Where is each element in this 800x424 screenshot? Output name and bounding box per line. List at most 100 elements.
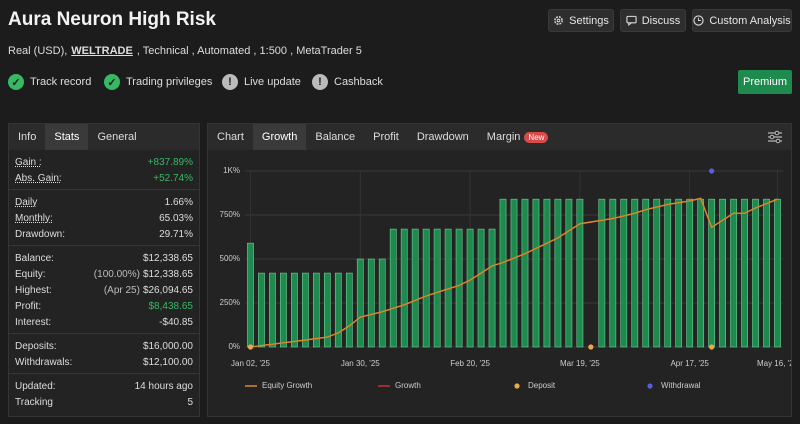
chart-tab[interactable]: Balance [306,124,364,150]
bar [466,228,474,348]
bar [258,272,265,348]
badge: ! Cashback [312,72,383,92]
bar [312,272,320,348]
stats-tab[interactable]: Stats [45,124,89,150]
chart-settings-icon[interactable] [767,129,783,145]
bar [532,198,540,348]
stat-value: $12,338.65 [142,252,193,264]
bar [356,258,364,348]
bar [488,228,496,348]
bar [477,228,485,348]
bar [334,272,342,348]
bar [763,198,770,348]
stats-panel: Info Stats General Gain : +837.89% Abs. Gain… [8,123,200,417]
badge: ✓ Track record [8,72,91,92]
bar [323,272,331,348]
stat-row: Deposits: $16,000.00 [15,338,193,354]
series-dot [709,168,715,174]
stat-row: Equity: (100.00%) $12,338.65 [15,266,193,282]
stat-row: Interest: -$40.85 [15,314,193,330]
bar [433,228,441,348]
stat-row: Gain : +837.89% [15,154,193,170]
broker-link[interactable]: WELTRADE [71,45,133,57]
chart-tab[interactable]: Chart [208,124,253,150]
alert-icon: ! [312,74,328,90]
analysis-button[interactable]: Custom Analysis [692,9,792,32]
alert-icon: ! [222,74,238,90]
bar [521,198,529,348]
tab-label: Drawdown [416,131,469,143]
new-badge: New [524,131,549,143]
bar [411,228,419,348]
premium-button[interactable]: Premium [738,70,792,94]
stat-row: Withdrawals: $12,100.00 [15,354,193,370]
stat-label: Drawdown: [15,228,66,240]
chart-tab[interactable]: Growth [252,124,307,150]
stat-row: Tracking 5 [15,394,193,410]
badge-label: Track record [30,76,92,88]
chart-panel: Chart Growth Balance Profit Drawdown Margin Ne… [207,123,792,417]
bar [269,272,276,348]
chart-tab[interactable]: Drawdown [408,124,478,150]
tab-label: Balance [315,131,356,143]
chat-icon [626,15,637,26]
bar [554,198,562,348]
stats-tab[interactable]: General [97,131,137,143]
stat-label: Abs. Gain: [15,172,62,184]
stat-label: Gain : [15,156,42,168]
stat-row: Daily 1.66% [15,194,193,210]
badge-label: Cashback [334,76,383,88]
stat-row: Highest: (Apr 25) $26,094.65 [15,282,193,298]
stat-value: 65.03% [159,212,193,224]
stat-label: Updated: [15,380,56,392]
bar [609,198,617,348]
bar [422,228,430,348]
badge-label: Trading privileges [126,76,213,88]
settings-button[interactable]: Settings [548,9,614,32]
button-label: Discuss [641,14,681,27]
bar [752,198,759,348]
chart-tab[interactable]: Profit [364,124,408,150]
bar [631,198,639,348]
stat-label: Withdrawals: [15,356,73,368]
stat-value: $26,094.65 [142,284,193,296]
bar [543,198,551,348]
bar [741,198,748,348]
discuss-button[interactable]: Discuss [620,9,686,32]
growth-chart: 0% 250% 500% 750% 1K% Jan 02, '25 Jan 30, '25 F… [220,166,791,390]
bar [280,272,287,348]
stat-value: 29.71% [159,228,193,240]
stat-row: Abs. Gain: +52.74% [15,170,193,186]
button-label: Settings [569,14,609,27]
bar [247,242,254,348]
bar [291,272,298,348]
y-tick-label: 250% [220,298,240,307]
series-dot [247,344,254,350]
chart-tab[interactable]: Margin New [478,124,558,150]
stat-row: Updated: 14 hours ago [15,378,193,394]
bar [302,272,309,348]
series-dot [709,344,715,350]
y-tick-label: 750% [220,210,240,219]
stat-value: +837.89% [147,156,193,168]
check-icon: ✓ [104,74,120,90]
stat-label: Tracking [15,396,53,408]
x-tick-label: Apr 17, '25 [670,359,709,368]
stat-label: Profit: [15,300,42,312]
stat-label: Highest: [15,284,52,296]
gear-icon [554,16,564,25]
stat-value: $12,100.00 [142,356,193,368]
bar [400,228,408,348]
x-tick-label: Feb 20, '25 [450,359,490,368]
y-tick-label: 500% [220,254,240,263]
tab-label: Growth [261,131,298,143]
bar [620,198,628,348]
info-details: , Technical , Automated , 1:500 , MetaTr… [136,45,362,57]
x-tick-label: Jan 30, '25 [341,359,380,368]
bar [598,198,606,348]
clock-icon [693,15,704,26]
stat-row: Drawdown: 29.71% [15,226,193,242]
stat-value: 5 [187,396,193,408]
stats-tab[interactable]: Info [18,131,37,143]
